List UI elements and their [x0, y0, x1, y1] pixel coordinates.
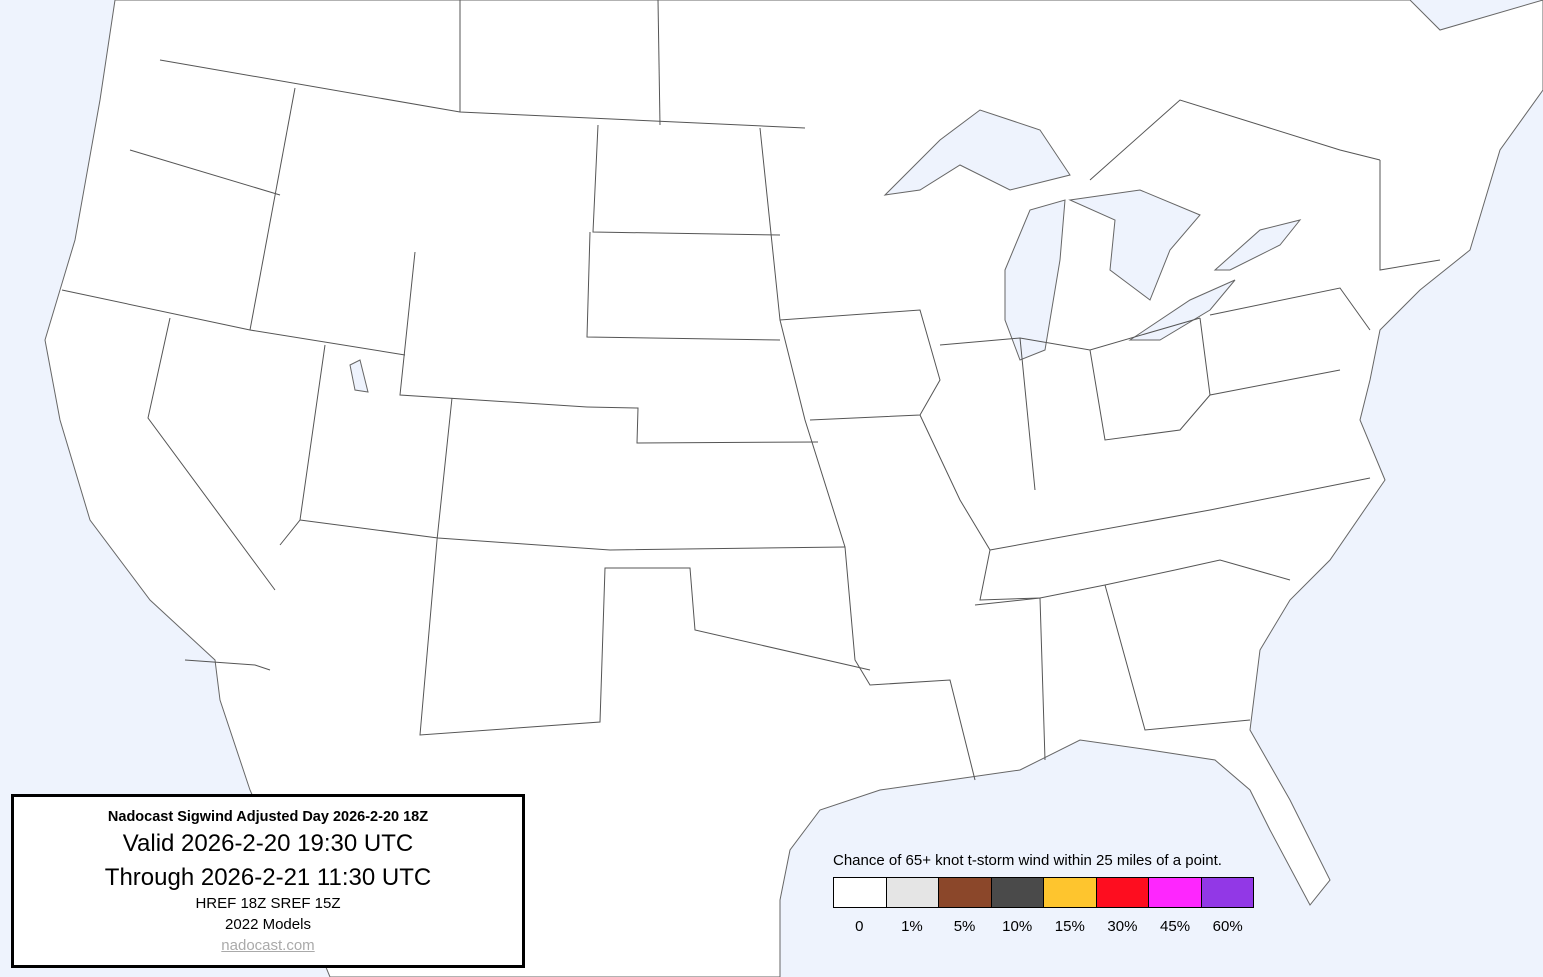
legend-label: 1% [901, 918, 923, 935]
legend-label: 15% [1054, 918, 1085, 935]
nadocast-link[interactable]: nadocast.com [221, 937, 315, 954]
legend-swatch [1096, 878, 1149, 907]
legend-swatch [886, 878, 939, 907]
model-runs: HREF 18Z SREF 15Z [195, 895, 341, 912]
map-title-box: Nadocast Sigwind Adjusted Day 2026-2-20 … [11, 794, 525, 968]
legend-swatch [939, 878, 992, 907]
great-lakes [349, 109, 1302, 393]
forecast-title: Nadocast Sigwind Adjusted Day 2026-2-20 … [107, 809, 429, 825]
legend-swatch [1044, 878, 1097, 907]
probability-legend: Chance of 65+ knot t-storm wind within 2… [833, 852, 1273, 935]
through-time: Through 2026-2-21 11:30 UTC [104, 864, 432, 891]
legend-label: 30% [1107, 918, 1138, 935]
legend-color-bar [833, 877, 1254, 908]
legend-swatch [834, 878, 887, 907]
model-version: 2022 Models [225, 916, 311, 933]
legend-swatch [1201, 878, 1253, 907]
legend-swatch [1149, 878, 1202, 907]
legend-title: Chance of 65+ knot t-storm wind within 2… [833, 852, 1222, 869]
state-borders [61, 0, 1441, 781]
legend-labels: 0 1% 5% 10% 15% 30% 45% 60% [833, 918, 1254, 935]
legend-label: 45% [1160, 918, 1191, 935]
legend-label: 60% [1212, 918, 1243, 935]
legend-swatch [991, 878, 1044, 907]
valid-time: Valid 2026-2-20 19:30 UTC [122, 830, 414, 857]
legend-label: 0 [855, 918, 864, 935]
legend-label: 5% [953, 918, 976, 935]
legend-label: 10% [1002, 918, 1033, 935]
